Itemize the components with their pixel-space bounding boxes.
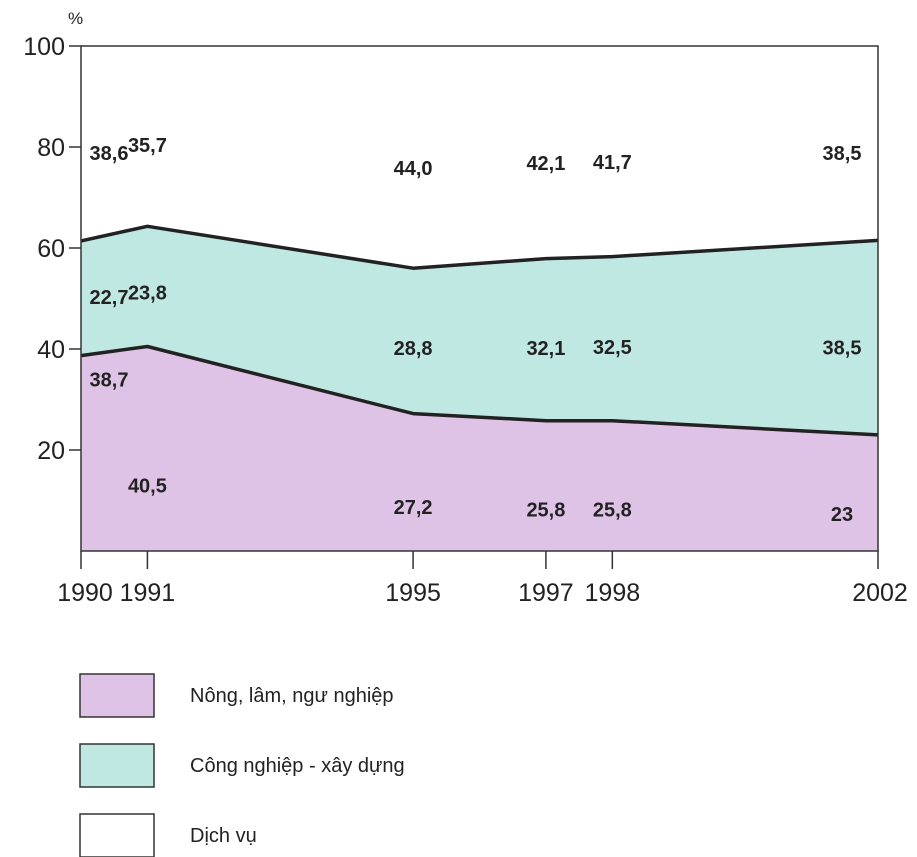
legend-swatch (79, 673, 155, 718)
axes: 20 40 60 80 100% 1990 1991 1995 1997 1998 2002 (23, 9, 908, 607)
legend-swatch (79, 813, 155, 857)
y-unit-label: % (68, 9, 83, 28)
boundary-lines (80, 224, 879, 437)
data-label: 32,5 (593, 337, 632, 359)
data-labels: 38,7 40,5 27,2 25,8 25,8 23 22,7 23,8 28,8 32,1 32… (90, 135, 862, 526)
boundary-line-1 (80, 344, 879, 437)
data-label: 38,7 (90, 370, 129, 392)
x-tick-label: 1995 (385, 579, 441, 607)
data-label: 38,5 (823, 143, 862, 165)
data-label: 44,0 (394, 158, 433, 180)
data-label: 42,1 (526, 153, 565, 175)
data-label: 38,6 (90, 143, 129, 165)
area-layers (81, 46, 878, 551)
x-tick-label: 1990 (57, 579, 113, 607)
data-label: 32,1 (526, 338, 565, 360)
y-tick-label: 40 (37, 336, 65, 364)
legend: Nông, lâm, ngư nghiệp Công nghiệp - xây d… (79, 673, 405, 857)
y-tick-label: 20 (37, 437, 65, 465)
data-label: 28,8 (394, 338, 433, 360)
x-tick-label: 1998 (585, 579, 641, 607)
data-label: 38,5 (823, 337, 862, 359)
data-label: 35,7 (128, 135, 167, 157)
data-label: 25,8 (593, 499, 632, 521)
area-2 (81, 226, 878, 435)
area-3 (81, 46, 878, 269)
legend-label: Dịch vụ (190, 825, 257, 847)
data-label: 41,7 (593, 152, 632, 174)
legend-label: Công nghiệp - xây dựng (190, 755, 405, 777)
x-tick-label: 1997 (518, 579, 574, 607)
y-tick-label: 100 (23, 33, 65, 61)
x-tick-label: 1991 (120, 579, 176, 607)
data-label: 27,2 (394, 497, 433, 519)
data-label: 23,8 (128, 282, 167, 304)
plot-frame (80, 45, 879, 552)
x-tick-label: 2002 (852, 579, 908, 607)
data-label: 23 (831, 504, 853, 526)
plot-border (80, 45, 879, 552)
area-1 (81, 346, 878, 551)
data-label: 22,7 (90, 287, 129, 309)
boundary-line-2 (80, 224, 879, 270)
legend-label: Nông, lâm, ngư nghiệp (190, 685, 394, 707)
data-label: 40,5 (128, 476, 167, 498)
legend-swatch (79, 743, 155, 788)
y-tick-label: 60 (37, 235, 65, 263)
data-label: 25,8 (526, 499, 565, 521)
y-tick-label: 80 (37, 134, 65, 162)
